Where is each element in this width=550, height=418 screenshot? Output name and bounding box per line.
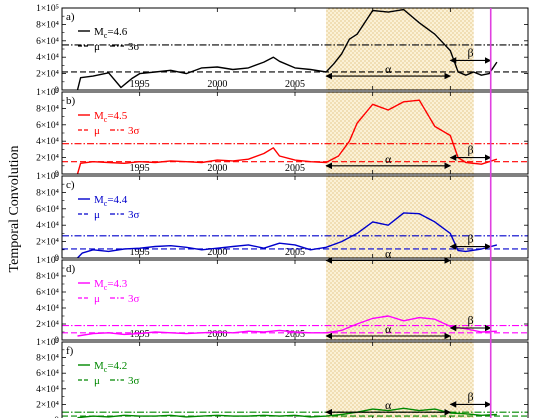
inner-x-tick-label: 2000 xyxy=(207,329,227,340)
legend-mu-label: μ xyxy=(94,375,100,387)
panel-frame xyxy=(61,175,529,259)
shaded-region-panel-4 xyxy=(326,342,474,418)
alpha-label: α xyxy=(385,62,392,76)
series-line xyxy=(76,8,498,91)
y-tick-label: 2×10⁴ xyxy=(36,320,60,330)
y-tick-label: 4×10⁴ xyxy=(36,385,60,395)
y-tick-label: 0 xyxy=(54,86,59,96)
legend-mc-label: Mc=4.6 xyxy=(94,26,128,40)
y-axis-label: Temporal Convolution xyxy=(7,146,22,273)
legend-3sigma-label: 3σ xyxy=(128,293,140,305)
legend-3sigma-label: 3σ xyxy=(128,41,140,53)
panel-tag: a) xyxy=(66,11,75,23)
panel-frame xyxy=(61,7,529,91)
series-line xyxy=(76,99,498,175)
alpha-label: α xyxy=(385,398,392,412)
inner-x-tick-label: 2005 xyxy=(285,247,305,258)
panel-frame xyxy=(61,259,529,341)
series-line xyxy=(76,212,498,259)
inner-x-tick-label: 2000 xyxy=(207,247,227,258)
inner-x-tick-label: 2000 xyxy=(207,79,227,90)
inner-x-tick-label: 1995 xyxy=(130,163,150,174)
inner-x-tick-label: 2005 xyxy=(285,329,305,340)
y-tick-label: 2×10⁴ xyxy=(36,154,60,164)
y-tick-label: 8×10⁴ xyxy=(36,188,60,198)
alpha-label: α xyxy=(385,152,392,166)
y-tick-label: 1×10⁵ xyxy=(36,256,59,266)
panels-layer: 0 2×10⁴ 4×10⁴ 6×10⁴ 8×10⁴ 1×10⁵ 1995 2000 2005 a)… xyxy=(36,4,529,418)
beta-label: β xyxy=(467,232,473,246)
y-tick-label: 0 xyxy=(54,416,59,418)
legend-mc-label: Mc=4.3 xyxy=(94,278,128,292)
legend-3sigma-label: 3σ xyxy=(128,209,140,221)
panel-frame xyxy=(61,91,529,175)
y-tick-label: 4×10⁴ xyxy=(36,304,60,314)
y-tick-label: 6×10⁴ xyxy=(36,205,60,215)
y-tick-label: 4×10⁴ xyxy=(36,53,60,63)
legend-mc-label: Mc=4.5 xyxy=(94,110,128,124)
alpha-label: α xyxy=(385,246,392,260)
y-tick-label: 6×10⁴ xyxy=(36,37,60,47)
inner-x-tick-label: 2005 xyxy=(285,163,305,174)
y-tick-label: 8×10⁴ xyxy=(36,20,60,30)
y-tick-label: 1×10⁵ xyxy=(36,88,59,98)
legend-3sigma-label: 3σ xyxy=(128,125,140,137)
panel-4: 0 2×10⁴ 4×10⁴ 6×10⁴ 8×10⁴ 1×10⁵ f) Mc=4.2μ 3σ α β xyxy=(36,338,529,418)
shaded-region-layer xyxy=(326,8,474,418)
y-tick-label: 0 xyxy=(54,170,59,180)
y-tick-label: 8×10⁴ xyxy=(36,104,60,114)
inner-x-tick-label: 2000 xyxy=(207,163,227,174)
y-tick-label: 1×10⁵ xyxy=(36,338,59,348)
panel-tag: c) xyxy=(66,179,75,191)
y-tick-label: 2×10⁴ xyxy=(36,400,60,410)
y-tick-label: 6×10⁴ xyxy=(36,288,60,298)
inner-x-tick-label: 1995 xyxy=(130,329,150,340)
legend-mu-label: μ xyxy=(94,293,100,305)
y-tick-label: 1×10⁵ xyxy=(36,172,59,182)
y-tick-label: 4×10⁴ xyxy=(36,221,60,231)
y-tick-label: 6×10⁴ xyxy=(36,369,60,379)
y-tick-label: 4×10⁴ xyxy=(36,137,60,147)
y-tick-label: 8×10⁴ xyxy=(36,272,60,282)
inner-x-tick-label: 2005 xyxy=(285,79,305,90)
shaded-region-panel-0 xyxy=(326,8,474,90)
panel-frame xyxy=(61,341,529,418)
legend-mc-label: Mc=4.2 xyxy=(94,360,127,374)
inner-x-tick-label: 1995 xyxy=(130,79,150,90)
y-tick-label: 6×10⁴ xyxy=(36,121,60,131)
beta-label: β xyxy=(467,143,473,157)
y-tick-label: 0 xyxy=(54,336,59,346)
alpha-label: α xyxy=(385,322,392,336)
legend-mc-label: Mc=4.4 xyxy=(94,194,128,208)
y-tick-label: 2×10⁴ xyxy=(36,238,60,248)
legend-mu-label: μ xyxy=(94,41,100,53)
legend-3sigma-label: 3σ xyxy=(128,375,140,387)
panel-tag: b) xyxy=(66,95,76,107)
panel-3: 0 2×10⁴ 4×10⁴ 6×10⁴ 8×10⁴ 1×10⁵ 1995 2000 2005 d)… xyxy=(36,256,529,346)
panel-tag: d) xyxy=(66,263,76,275)
series-line xyxy=(77,315,497,337)
beta-label: β xyxy=(467,45,473,59)
shaded-region-panel-1 xyxy=(326,92,474,174)
y-tick-label: 0 xyxy=(54,254,59,264)
panel-tag: f) xyxy=(66,345,74,357)
y-tick-label: 1×10⁵ xyxy=(36,4,59,14)
legend-mu-label: μ xyxy=(94,209,100,221)
y-tick-label: 8×10⁴ xyxy=(36,354,60,364)
panel-0: 0 2×10⁴ 4×10⁴ 6×10⁴ 8×10⁴ 1×10⁵ 1995 2000 2005 a)… xyxy=(36,4,529,96)
inner-x-tick-label: 1995 xyxy=(130,247,150,258)
y-tick-label: 2×10⁴ xyxy=(36,70,60,80)
shaded-region-panel-2 xyxy=(326,176,474,258)
panel-1: 0 2×10⁴ 4×10⁴ 6×10⁴ 8×10⁴ 1×10⁵ 1995 2000 2005 b)… xyxy=(36,88,529,180)
legend-mu-label: μ xyxy=(94,125,100,137)
beta-label: β xyxy=(467,389,473,403)
beta-label: β xyxy=(467,313,473,327)
